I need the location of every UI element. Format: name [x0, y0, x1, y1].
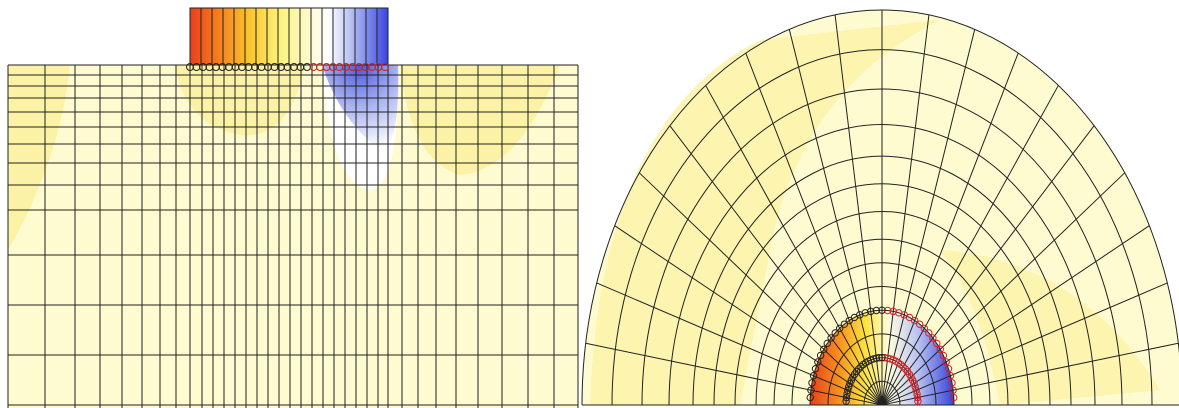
node — [929, 334, 937, 342]
node — [942, 358, 950, 366]
node — [811, 365, 820, 373]
node — [950, 393, 958, 402]
node — [949, 386, 957, 394]
mesh-radial — [881, 282, 1168, 406]
mesh-radial — [638, 172, 883, 406]
contour-band — [8, 65, 70, 250]
right-panel — [581, 9, 1179, 406]
node — [843, 390, 851, 398]
node — [883, 354, 892, 362]
mesh-radial — [788, 29, 883, 406]
contour-band — [400, 65, 560, 175]
node — [867, 307, 875, 316]
node — [881, 354, 889, 362]
node — [845, 316, 854, 325]
node — [847, 376, 856, 384]
node — [835, 324, 844, 333]
node — [913, 393, 922, 402]
mesh-radial — [614, 225, 883, 406]
node — [910, 379, 918, 388]
mesh-radial — [585, 342, 883, 406]
contact-nodes — [186, 63, 389, 71]
node — [920, 324, 929, 333]
node — [883, 306, 892, 315]
mesh-radial — [881, 342, 1179, 406]
node — [944, 365, 953, 373]
node — [914, 397, 922, 405]
node — [872, 306, 881, 315]
node — [912, 386, 920, 395]
node — [889, 307, 897, 316]
node — [381, 63, 389, 71]
node — [913, 390, 921, 398]
left-panel — [7, 7, 579, 408]
node — [807, 386, 815, 394]
node — [859, 360, 867, 369]
mesh-radial — [881, 225, 1150, 406]
node — [915, 320, 924, 328]
mesh-radial — [881, 172, 1126, 406]
node — [814, 358, 822, 366]
mesh-radial — [745, 52, 883, 406]
node — [827, 334, 835, 342]
contour-band — [175, 65, 305, 136]
node — [854, 365, 863, 373]
node — [911, 383, 919, 391]
node — [895, 309, 903, 317]
node — [948, 379, 956, 387]
node — [875, 354, 883, 362]
mesh-radial — [881, 14, 930, 406]
node — [899, 362, 907, 371]
node — [857, 362, 865, 371]
node — [846, 379, 854, 388]
node — [840, 320, 849, 328]
node — [901, 365, 910, 373]
contour-band — [940, 250, 1160, 405]
mesh-radial — [881, 85, 1059, 406]
node — [842, 393, 851, 402]
node — [823, 339, 831, 348]
mesh-radial — [669, 125, 883, 406]
mesh-radial — [596, 282, 883, 406]
node — [809, 372, 818, 380]
mesh — [7, 8, 579, 408]
mesh-radial — [705, 85, 883, 406]
node — [845, 383, 853, 391]
node — [903, 367, 912, 376]
node — [842, 397, 850, 405]
node — [808, 379, 816, 387]
mesh — [581, 9, 1179, 406]
node — [939, 351, 948, 360]
node — [936, 345, 944, 353]
mesh-radial — [834, 14, 883, 406]
node — [946, 372, 955, 380]
node — [820, 345, 828, 353]
node — [806, 393, 814, 402]
mesh-radial — [881, 52, 1019, 406]
mesh-radial — [881, 29, 976, 406]
node — [878, 306, 886, 314]
mesh-radial — [881, 125, 1095, 406]
node — [886, 355, 895, 363]
node — [933, 339, 941, 348]
node — [925, 329, 933, 337]
node — [844, 386, 852, 395]
node — [831, 329, 839, 337]
node — [878, 353, 886, 362]
node — [816, 351, 825, 360]
